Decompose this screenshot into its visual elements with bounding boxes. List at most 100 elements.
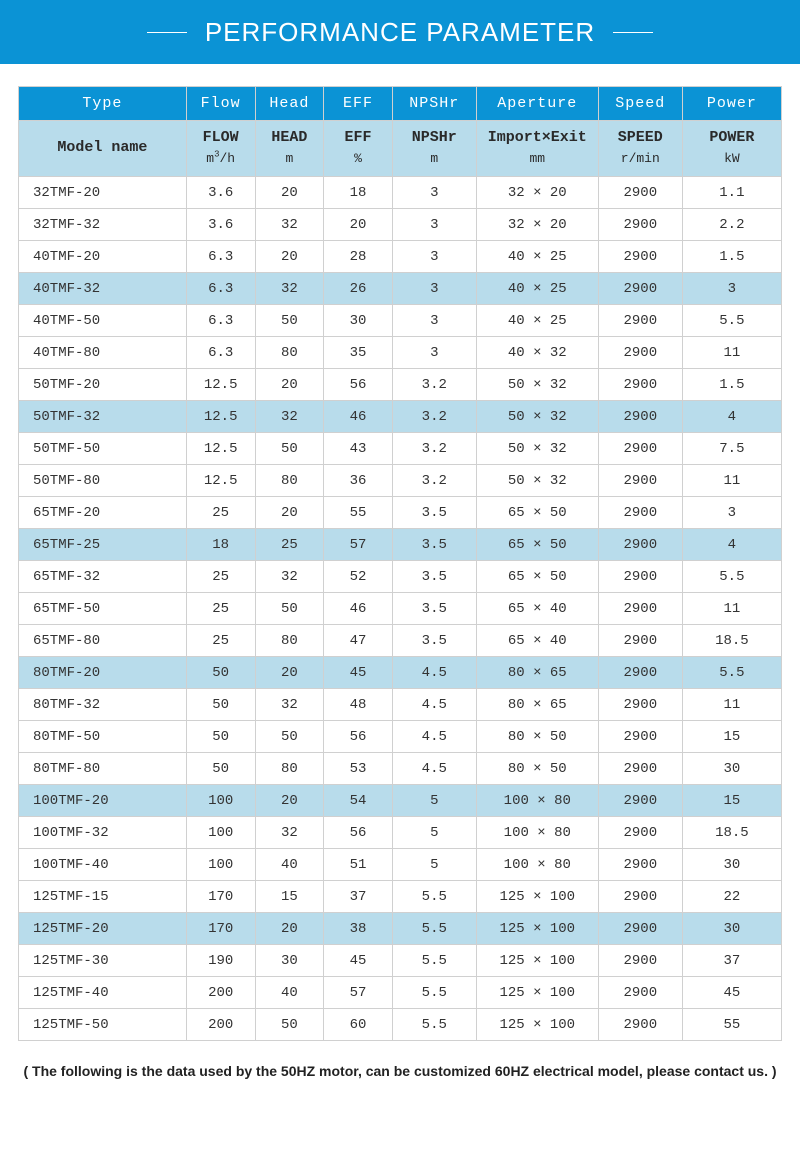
cell-aperture: 50 × 32 bbox=[476, 465, 598, 497]
cell-npshr: 4.5 bbox=[392, 657, 476, 689]
cell-speed: 2900 bbox=[598, 369, 682, 401]
cell-flow: 200 bbox=[186, 977, 255, 1009]
cell-npshr: 5.5 bbox=[392, 945, 476, 977]
cell-speed: 2900 bbox=[598, 849, 682, 881]
table-row: 80TMF-805080534.580 × 50290030 bbox=[19, 753, 782, 785]
cell-aperture: 65 × 50 bbox=[476, 529, 598, 561]
cell-head: 25 bbox=[255, 529, 324, 561]
cell-eff: 36 bbox=[324, 465, 393, 497]
cell-aperture: 50 × 32 bbox=[476, 369, 598, 401]
cell-aperture: 100 × 80 bbox=[476, 849, 598, 881]
cell-npshr: 3.5 bbox=[392, 593, 476, 625]
cell-speed: 2900 bbox=[598, 497, 682, 529]
cell-eff: 20 bbox=[324, 209, 393, 241]
table-row: 40TMF-326.33226340 × 2529003 bbox=[19, 273, 782, 305]
col-eff: EFF bbox=[324, 87, 393, 121]
table-body: 32TMF-203.62018332 × 2029001.132TMF-323.… bbox=[19, 177, 782, 1041]
cell-flow: 12.5 bbox=[186, 433, 255, 465]
cell-head: 15 bbox=[255, 881, 324, 913]
cell-aperture: 65 × 50 bbox=[476, 497, 598, 529]
col-type: Type bbox=[19, 87, 187, 121]
cell-model: 125TMF-30 bbox=[19, 945, 187, 977]
cell-power: 7.5 bbox=[682, 433, 781, 465]
table-row: 125TMF-3019030455.5125 × 100290037 bbox=[19, 945, 782, 977]
cell-aperture: 32 × 20 bbox=[476, 209, 598, 241]
cell-power: 11 bbox=[682, 593, 781, 625]
cell-head: 50 bbox=[255, 721, 324, 753]
cell-npshr: 3.2 bbox=[392, 369, 476, 401]
cell-head: 32 bbox=[255, 401, 324, 433]
cell-head: 50 bbox=[255, 433, 324, 465]
cell-flow: 3.6 bbox=[186, 209, 255, 241]
head-header: HEAD m bbox=[255, 121, 324, 177]
cell-speed: 2900 bbox=[598, 721, 682, 753]
cell-model: 100TMF-40 bbox=[19, 849, 187, 881]
table-row: 65TMF-322532523.565 × 5029005.5 bbox=[19, 561, 782, 593]
cell-head: 50 bbox=[255, 305, 324, 337]
table-row: 125TMF-2017020385.5125 × 100290030 bbox=[19, 913, 782, 945]
table-row: 50TMF-8012.580363.250 × 32290011 bbox=[19, 465, 782, 497]
cell-eff: 28 bbox=[324, 241, 393, 273]
cell-eff: 18 bbox=[324, 177, 393, 209]
cell-head: 20 bbox=[255, 241, 324, 273]
cell-npshr: 3.2 bbox=[392, 433, 476, 465]
cell-speed: 2900 bbox=[598, 945, 682, 977]
cell-head: 32 bbox=[255, 561, 324, 593]
table-row: 32TMF-323.63220332 × 2029002.2 bbox=[19, 209, 782, 241]
cell-aperture: 65 × 40 bbox=[476, 593, 598, 625]
cell-model: 100TMF-20 bbox=[19, 785, 187, 817]
cell-npshr: 3.2 bbox=[392, 401, 476, 433]
cell-aperture: 40 × 25 bbox=[476, 305, 598, 337]
cell-power: 1.5 bbox=[682, 369, 781, 401]
table-row: 50TMF-5012.550433.250 × 3229007.5 bbox=[19, 433, 782, 465]
cell-npshr: 5 bbox=[392, 817, 476, 849]
cell-eff: 46 bbox=[324, 401, 393, 433]
table-row: 40TMF-206.32028340 × 2529001.5 bbox=[19, 241, 782, 273]
footnote: ( The following is the data used by the … bbox=[0, 1049, 800, 1109]
cell-npshr: 3 bbox=[392, 273, 476, 305]
banner-line-left bbox=[147, 32, 187, 33]
col-npshr: NPSHr bbox=[392, 87, 476, 121]
cell-power: 11 bbox=[682, 465, 781, 497]
table-row: 32TMF-203.62018332 × 2029001.1 bbox=[19, 177, 782, 209]
cell-npshr: 5 bbox=[392, 785, 476, 817]
cell-eff: 57 bbox=[324, 529, 393, 561]
cell-eff: 38 bbox=[324, 913, 393, 945]
cell-model: 65TMF-50 bbox=[19, 593, 187, 625]
cell-head: 20 bbox=[255, 785, 324, 817]
cell-speed: 2900 bbox=[598, 465, 682, 497]
cell-speed: 2900 bbox=[598, 305, 682, 337]
table-row: 80TMF-505050564.580 × 50290015 bbox=[19, 721, 782, 753]
cell-power: 30 bbox=[682, 753, 781, 785]
cell-flow: 12.5 bbox=[186, 401, 255, 433]
cell-flow: 50 bbox=[186, 753, 255, 785]
cell-npshr: 5.5 bbox=[392, 881, 476, 913]
cell-speed: 2900 bbox=[598, 433, 682, 465]
cell-power: 18.5 bbox=[682, 625, 781, 657]
cell-power: 15 bbox=[682, 785, 781, 817]
cell-npshr: 5.5 bbox=[392, 977, 476, 1009]
col-aperture: Aperture bbox=[476, 87, 598, 121]
cell-power: 2.2 bbox=[682, 209, 781, 241]
cell-head: 50 bbox=[255, 1009, 324, 1041]
cell-npshr: 5.5 bbox=[392, 913, 476, 945]
cell-flow: 50 bbox=[186, 721, 255, 753]
cell-head: 32 bbox=[255, 689, 324, 721]
cell-aperture: 100 × 80 bbox=[476, 817, 598, 849]
table-row: 125TMF-1517015375.5125 × 100290022 bbox=[19, 881, 782, 913]
cell-model: 80TMF-50 bbox=[19, 721, 187, 753]
model-name-header: Model name bbox=[19, 121, 187, 177]
cell-speed: 2900 bbox=[598, 625, 682, 657]
cell-power: 5.5 bbox=[682, 657, 781, 689]
cell-flow: 25 bbox=[186, 593, 255, 625]
cell-flow: 3.6 bbox=[186, 177, 255, 209]
table-row: 80TMF-325032484.580 × 65290011 bbox=[19, 689, 782, 721]
table-row: 125TMF-5020050605.5125 × 100290055 bbox=[19, 1009, 782, 1041]
cell-head: 80 bbox=[255, 753, 324, 785]
cell-head: 40 bbox=[255, 849, 324, 881]
cell-speed: 2900 bbox=[598, 913, 682, 945]
cell-head: 20 bbox=[255, 913, 324, 945]
cell-eff: 56 bbox=[324, 369, 393, 401]
cell-head: 80 bbox=[255, 625, 324, 657]
cell-npshr: 3 bbox=[392, 177, 476, 209]
